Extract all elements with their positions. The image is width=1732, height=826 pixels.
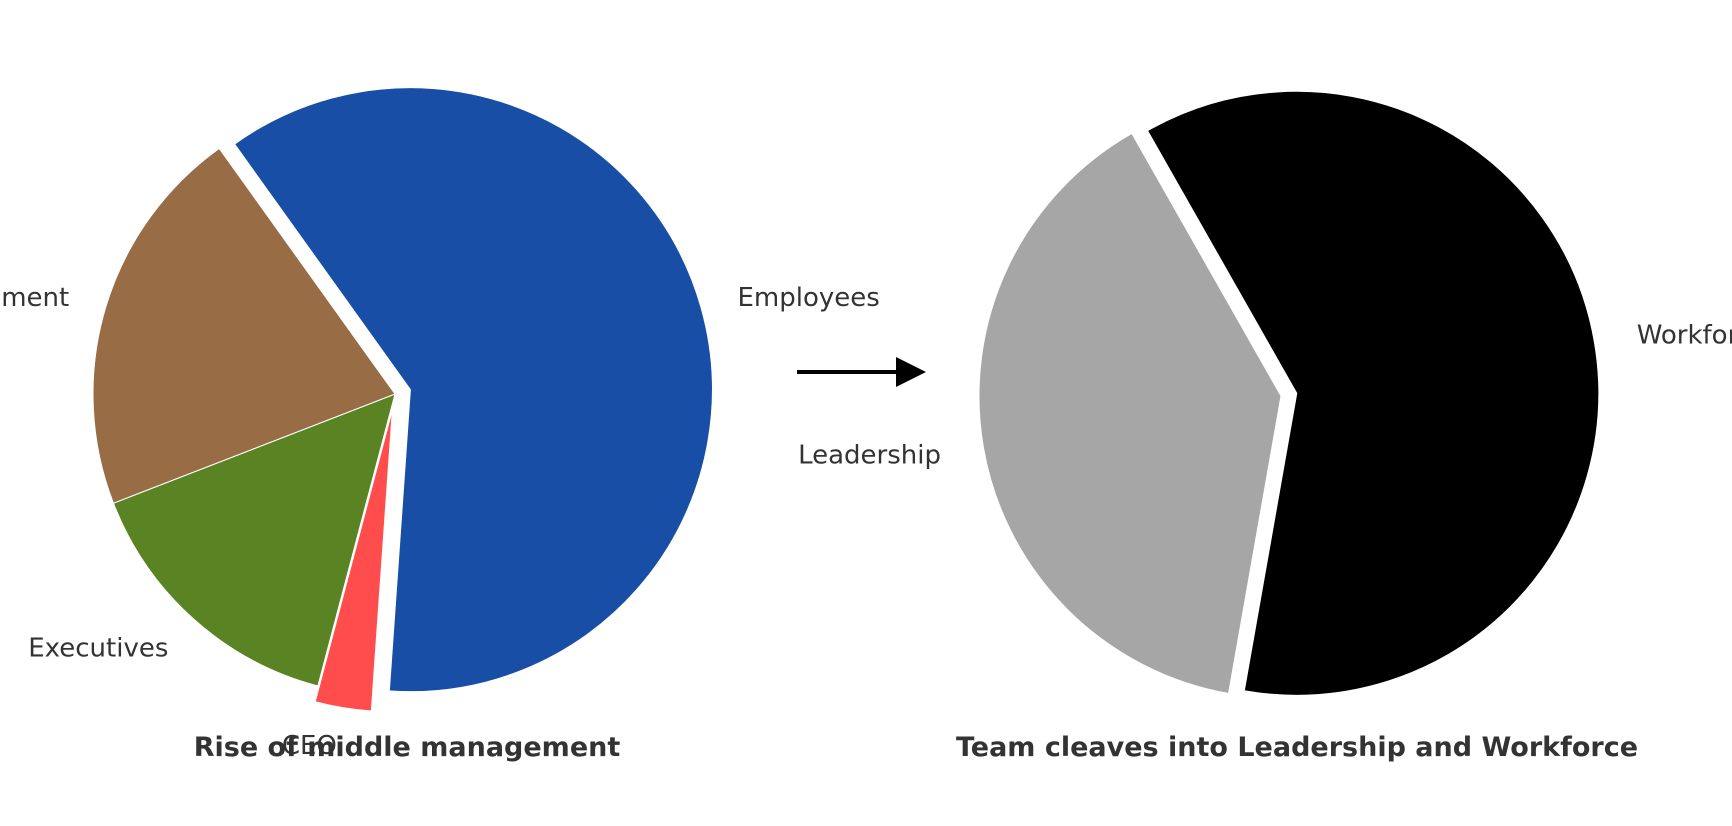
chart-title-right: Team cleaves into Leadership and Workfor…: [956, 732, 1638, 763]
pie-chart-team-cleaves: Leadership Workforce: [798, 90, 1732, 696]
pie-slice-executives: [112, 393, 396, 687]
pie-slice-middle-management: [92, 147, 396, 504]
slice-label-ceo: CEO: [282, 731, 337, 761]
pie-chart-rise-of-middle-management: CEO Executives Middle management Employees: [0, 87, 880, 761]
slice-label-middle-management: Middle management: [0, 283, 69, 313]
pie-slice-workforce: [1146, 90, 1600, 696]
slice-label-leadership: Leadership: [798, 441, 941, 471]
pie-slice-employees: [233, 87, 713, 693]
pie-slice-ceo: [314, 409, 393, 712]
slice-label-executives: Executives: [28, 634, 168, 664]
pie-slice-leadership: [978, 132, 1282, 694]
right-arrow-icon: [797, 357, 926, 387]
chart-title-left: Rise of middle management: [194, 732, 621, 763]
slice-label-employees: Employees: [738, 283, 880, 313]
slice-label-workforce: Workforce: [1637, 321, 1732, 351]
